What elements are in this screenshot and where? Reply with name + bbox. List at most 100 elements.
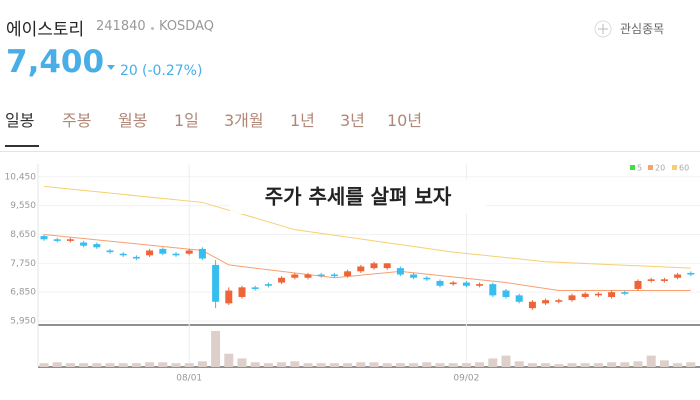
candle-body (66, 239, 74, 241)
y-tick-label: 6,850 (10, 288, 36, 298)
candle-body (542, 300, 550, 304)
legend-label: 60 (679, 164, 689, 173)
volume-bar (52, 362, 62, 367)
volume-bar (65, 363, 75, 367)
change-pct: (-0.27%) (142, 63, 203, 79)
candle-body (53, 239, 61, 241)
volume-bar (461, 363, 471, 367)
legend-swatch (648, 165, 653, 170)
candle-body (436, 280, 444, 286)
volume-bar (158, 362, 168, 367)
candle-body (159, 248, 167, 254)
volume-bar (633, 361, 643, 367)
volume-bar (382, 363, 392, 367)
candle-body (172, 253, 180, 256)
volume-bar (686, 362, 696, 367)
candle-body (291, 274, 299, 278)
candle-body (515, 295, 523, 302)
candle-body (396, 268, 404, 275)
volume-bar (673, 363, 683, 367)
candle-body (410, 274, 418, 278)
tab[interactable]: 일봉 (5, 111, 35, 130)
tab[interactable]: 10년 (387, 111, 423, 130)
candle-body (40, 236, 48, 240)
volume-bar (567, 363, 577, 367)
candle-body (80, 242, 88, 246)
legend-swatch (630, 165, 635, 170)
volume-bar (303, 363, 313, 367)
y-tick-label: 8,650 (10, 230, 36, 240)
title-backdrop (230, 180, 486, 214)
candle-body (198, 248, 206, 259)
volume-bar (224, 353, 234, 367)
volume-bar (105, 363, 115, 367)
candle-body (449, 282, 457, 285)
candle-body (674, 274, 682, 278)
candle-body (621, 292, 629, 294)
chart-title: 주가 추세를 살펴 보자 (265, 185, 452, 209)
x-tick-label: 08/01 (176, 374, 202, 384)
y-tick-label: 7,750 (10, 259, 36, 269)
candle-body (423, 277, 431, 280)
candle-body (634, 280, 642, 289)
candle-body (225, 290, 233, 304)
change: 20 (120, 63, 138, 79)
volume-bar (554, 364, 564, 367)
tab[interactable]: 3개월 (224, 111, 264, 130)
candle-body (647, 279, 655, 281)
watch-button[interactable]: 관심종목 (620, 22, 665, 36)
candle-body (317, 274, 325, 277)
moving-average (43, 233, 691, 292)
candle-body (146, 250, 154, 256)
candle-body (502, 290, 510, 297)
stock-name: 에이스토리 (6, 20, 85, 40)
candle-body (251, 287, 259, 289)
candle-body (594, 293, 602, 296)
volume-bar (422, 362, 432, 367)
candle-body (330, 274, 338, 277)
legend-swatch (672, 165, 677, 170)
tab[interactable]: 주봉 (62, 111, 92, 130)
stock-code: 241840 (96, 19, 146, 34)
volume-bar (211, 330, 221, 367)
candle-body (383, 263, 391, 269)
price: 7,400 (6, 44, 105, 80)
down-arrow (107, 65, 115, 70)
candle-body (660, 279, 668, 281)
volume-bar (409, 363, 419, 367)
candle-body (608, 292, 616, 297)
volume-bar (527, 363, 537, 367)
volume-bar (118, 363, 128, 367)
volume-bar (145, 362, 155, 367)
volume-bar (395, 363, 405, 367)
volume-bar (475, 362, 485, 367)
candle-body (357, 266, 365, 272)
y-tick-label: 9,550 (10, 201, 36, 211)
candle-body (185, 250, 193, 254)
volume-bar (92, 363, 102, 367)
moving-average (43, 185, 691, 269)
tab[interactable]: 월봉 (118, 111, 148, 130)
tab-underline (5, 145, 39, 147)
tab[interactable]: 3년 (340, 111, 365, 130)
volume-bar (184, 363, 194, 367)
volume-bar (356, 362, 366, 367)
volume-bar (369, 362, 379, 367)
volume-bar (329, 363, 339, 367)
y-tick-label: 10,450 (5, 172, 37, 182)
candle-body (93, 244, 101, 248)
volume-bar (448, 363, 458, 367)
divider (0, 151, 700, 152)
watch-plus[interactable] (594, 20, 612, 38)
candle-body (238, 287, 246, 297)
legend-label: 5 (637, 164, 642, 173)
candle-body (264, 284, 272, 286)
y-tick-label: 5,950 (10, 316, 36, 326)
volume-bar (290, 361, 300, 367)
volume-bar (514, 361, 524, 367)
tab[interactable]: 1일 (174, 111, 199, 130)
volume-bar (620, 362, 630, 367)
tab[interactable]: 1년 (290, 111, 315, 130)
volume-bar (435, 363, 445, 367)
